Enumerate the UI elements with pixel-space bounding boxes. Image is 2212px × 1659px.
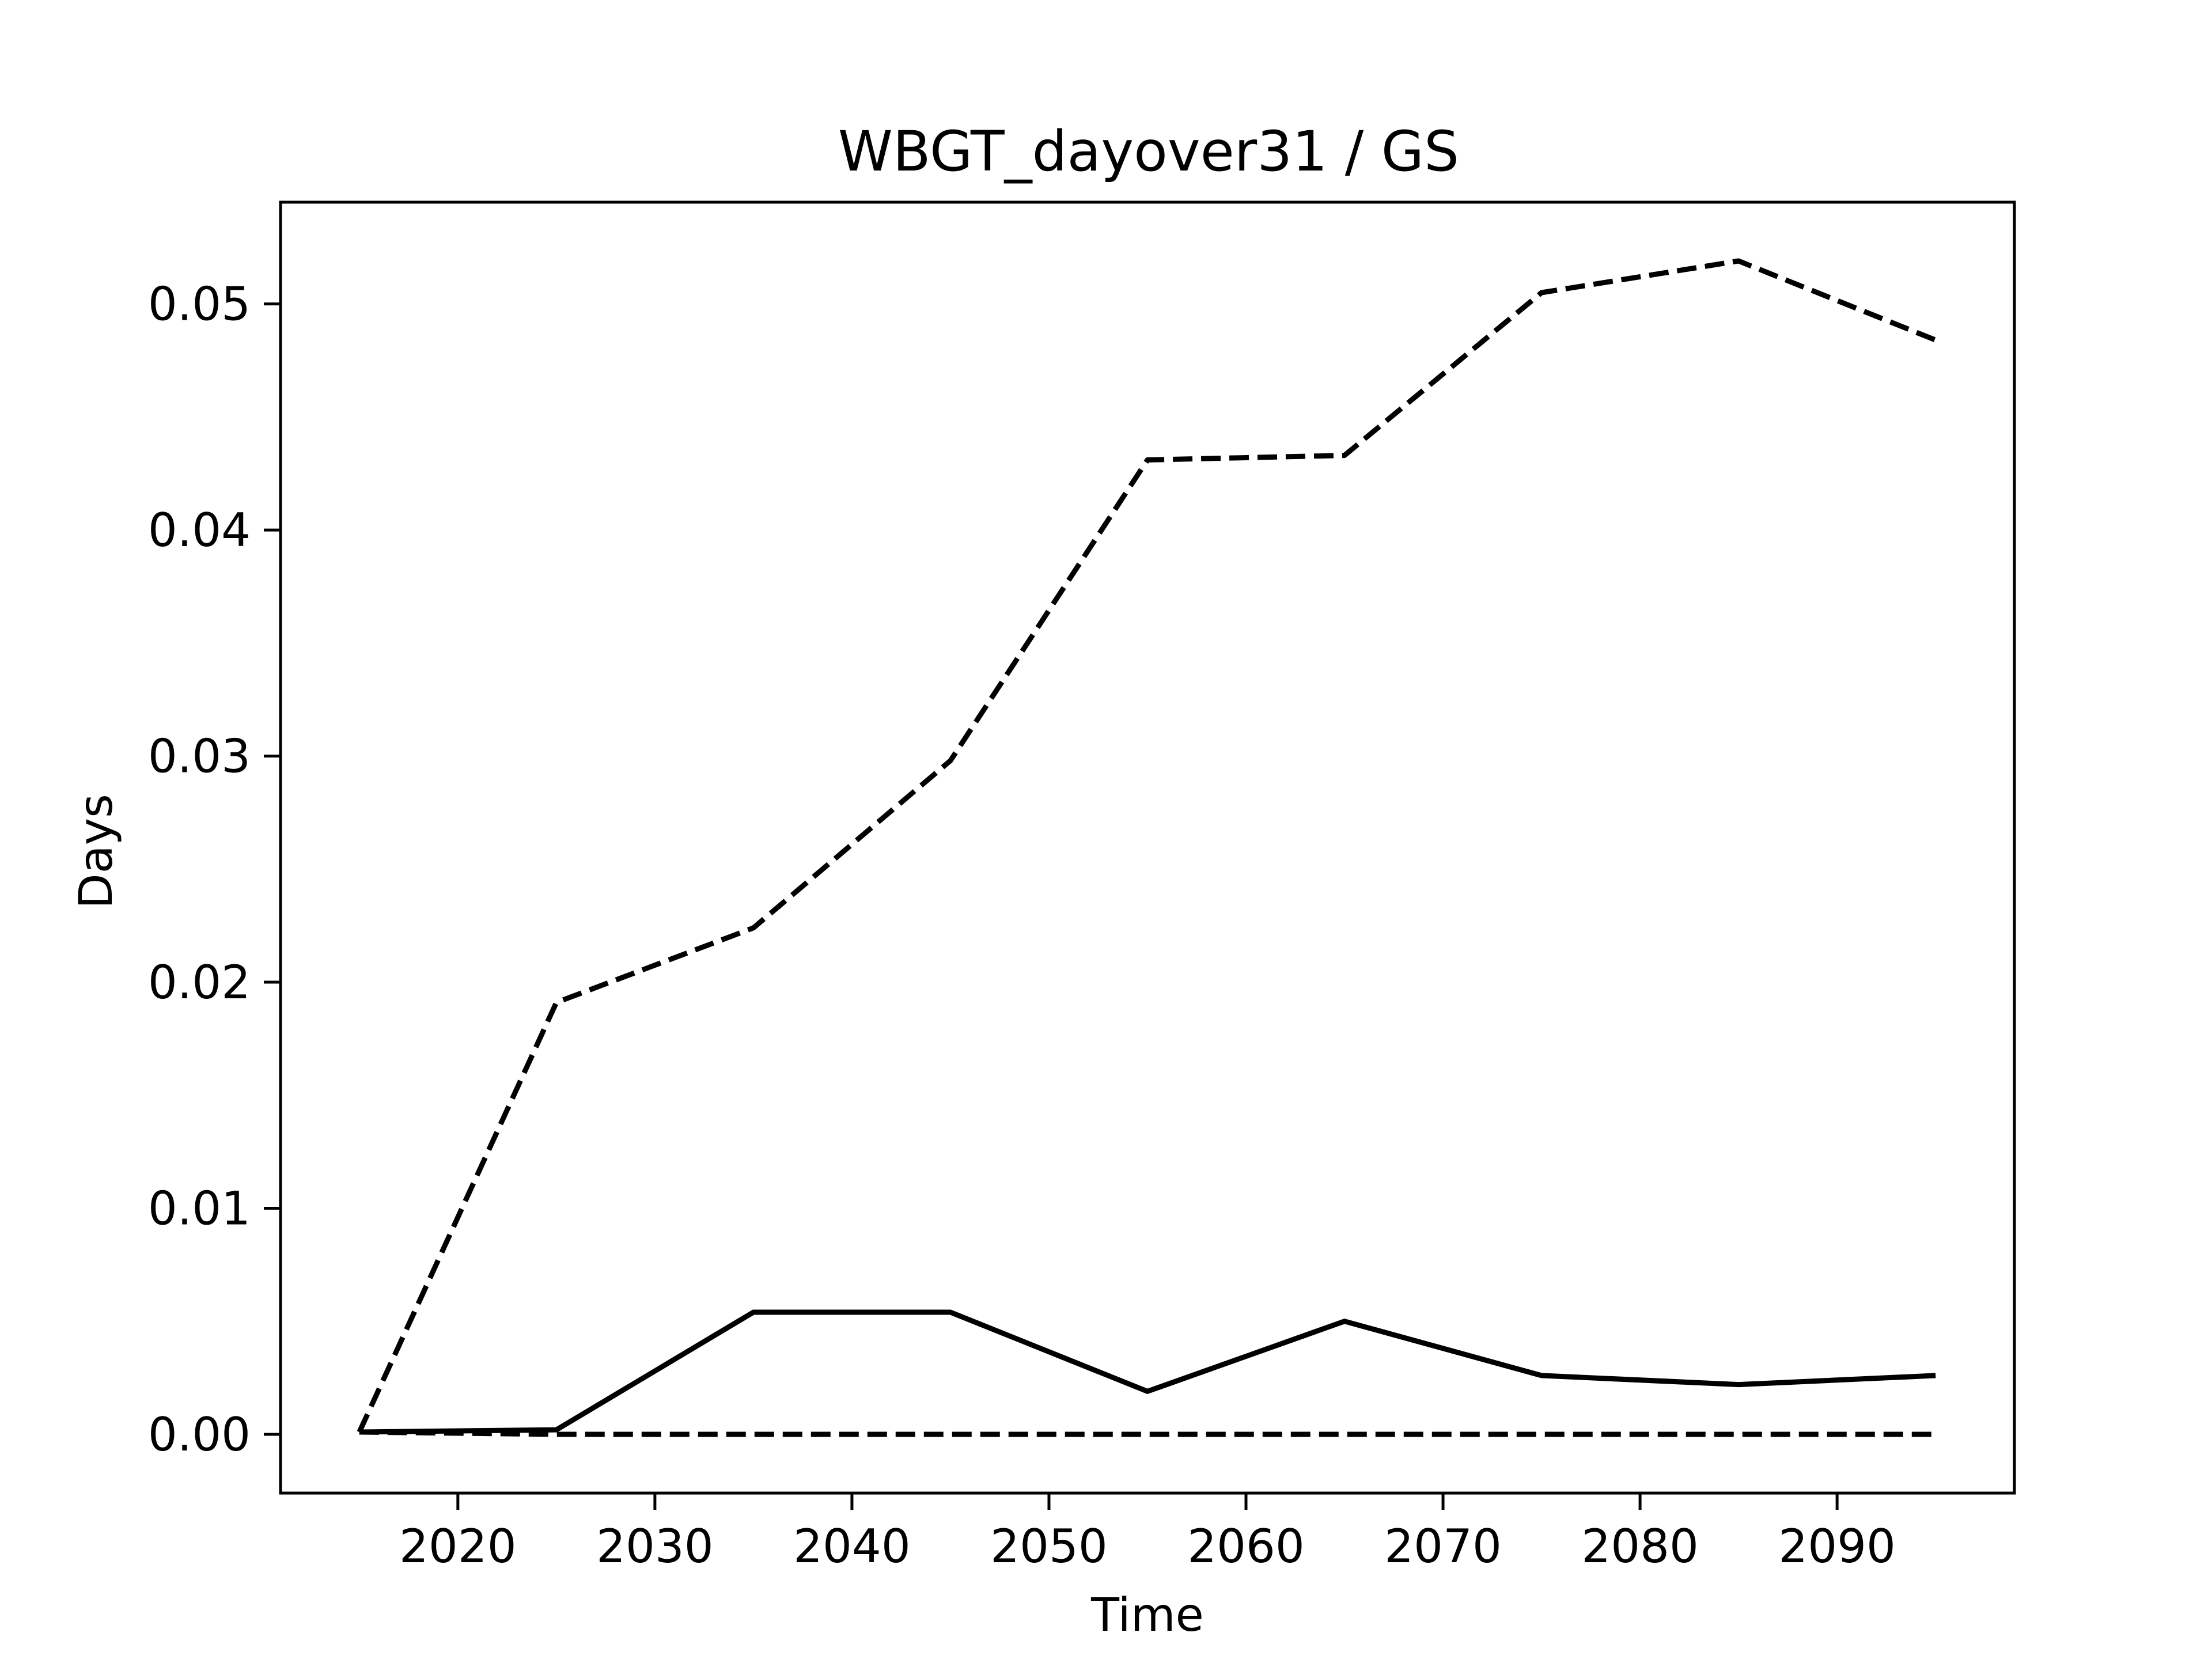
x-tick-label: 2050 [990, 1520, 1108, 1573]
plot-area-frame [279, 200, 2016, 1495]
y-tick-label: 0.03 [148, 730, 251, 783]
series-line-1 [359, 1309, 1936, 1435]
x-tick-label: 2040 [793, 1520, 911, 1573]
y-axis-label: Days [69, 794, 123, 909]
y-axis-ticks: 0.00 0.01 0.02 0.03 0.04 0.05 [148, 278, 281, 1461]
y-tick-label: 0.00 [148, 1408, 251, 1461]
series-layer [357, 258, 1937, 1437]
x-axis-label: Time [1090, 1588, 1204, 1642]
y-tick-label: 0.01 [148, 1181, 251, 1235]
x-tick-label: 2030 [596, 1520, 714, 1573]
x-tick-label: 2020 [399, 1520, 517, 1573]
x-tick-label: 2060 [1187, 1520, 1305, 1573]
y-tick-label: 0.04 [148, 503, 251, 557]
y-tick-label: 0.02 [148, 956, 251, 1009]
series-line-2 [357, 258, 1937, 1433]
chart-title: WBGT_dayover31 / GS [838, 119, 1459, 184]
x-axis-ticks: 2020 2030 2040 2050 2060 2070 2080 2090 [399, 1493, 1896, 1573]
x-tick-label: 2080 [1581, 1520, 1699, 1573]
x-tick-label: 2070 [1384, 1520, 1502, 1573]
series-line-3 [359, 1429, 1936, 1437]
x-tick-label: 2090 [1778, 1520, 1896, 1573]
y-tick-label: 0.05 [148, 278, 251, 331]
